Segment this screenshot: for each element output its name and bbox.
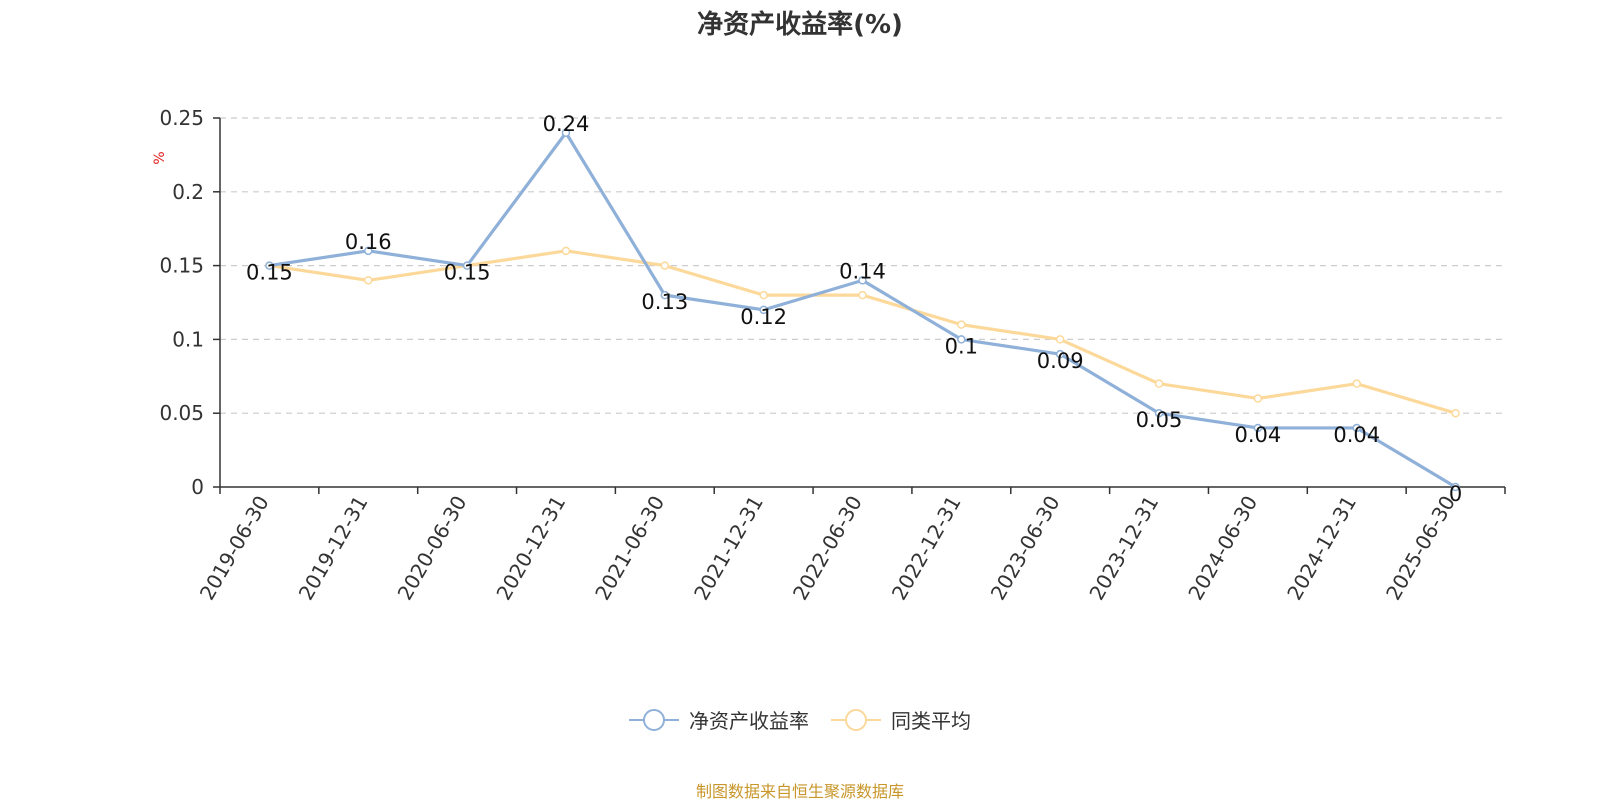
x-tick-label: 2024-06-30 <box>1183 492 1262 605</box>
data-label: 0.14 <box>839 259 886 283</box>
x-tick-label: 2023-12-31 <box>1084 492 1163 605</box>
y-tick-label: 0.2 <box>172 180 204 204</box>
series-point-0 <box>462 261 472 270</box>
series-point-0 <box>1352 423 1361 433</box>
legend: 净资产收益率 同类平均 <box>0 705 1600 734</box>
x-tick-label: 2023-06-30 <box>986 492 1065 605</box>
legend-swatch-roe <box>629 708 679 732</box>
data-label: 0.16 <box>345 230 392 254</box>
series-point-1 <box>858 290 867 300</box>
series-point-1 <box>1253 394 1263 403</box>
series-point-1 <box>561 246 571 256</box>
data-source-note: 制图数据来自恒生聚源数据库 <box>695 782 904 801</box>
series-point-1 <box>1154 379 1164 388</box>
data-label: 0.15 <box>246 261 293 285</box>
x-tick-label: 2024-12-31 <box>1282 492 1361 605</box>
data-label: 0.1 <box>945 334 978 358</box>
series-point-0 <box>660 290 670 300</box>
series-point-1 <box>1055 335 1065 344</box>
data-label: 0.05 <box>1136 408 1183 432</box>
series-point-0 <box>1253 423 1263 433</box>
x-tick-label: 2021-06-30 <box>590 492 669 605</box>
data-label: 0.09 <box>1037 349 1084 373</box>
x-tick-label: 2019-12-31 <box>294 492 373 605</box>
y-tick-label: 0.25 <box>159 106 204 130</box>
series-point-0 <box>1055 349 1065 359</box>
series-point-1 <box>957 320 966 329</box>
x-tick-label: 2025-06-30 <box>1381 492 1460 605</box>
x-tick-label: 2020-06-30 <box>393 491 472 604</box>
data-label: 0 <box>1449 482 1462 506</box>
series-point-0 <box>858 276 867 285</box>
x-tick-label: 2021-12-31 <box>689 492 768 605</box>
series-point-0 <box>561 128 571 138</box>
data-label: 0.04 <box>1333 423 1380 447</box>
series-point-1 <box>759 290 768 300</box>
y-tick-label: 0.05 <box>159 401 204 425</box>
y-tick-label: 0 <box>191 475 204 499</box>
x-tick-label: 2022-12-31 <box>887 492 966 605</box>
series-point-0 <box>1451 482 1460 492</box>
data-label: 0.13 <box>641 290 688 314</box>
legend-swatch-peer-average <box>831 708 881 732</box>
data-label: 0.24 <box>543 112 590 136</box>
x-tick-label: 2020-12-31 <box>491 492 570 605</box>
y-tick-label: 0.15 <box>159 254 204 278</box>
y-axis-unit: % <box>152 151 168 164</box>
data-label: 0.12 <box>740 305 787 329</box>
legend-label-roe: 净资产收益率 <box>689 709 809 733</box>
series-point-1 <box>364 276 373 285</box>
data-label: 0.15 <box>444 261 491 285</box>
series-point-1 <box>660 261 670 270</box>
series-point-0 <box>759 305 768 315</box>
series-point-0 <box>265 261 274 270</box>
legend-item-peer-average[interactable]: 同类平均 <box>831 705 971 734</box>
x-tick-label: 2022-06-30 <box>788 492 867 605</box>
chart-title: 净资产收益率(%) <box>697 10 903 40</box>
series-point-1 <box>1451 408 1460 418</box>
x-tick-label: 2019-06-30 <box>195 492 274 605</box>
series-point-1 <box>1352 379 1361 388</box>
series-point-0 <box>364 246 373 256</box>
legend-item-roe[interactable]: 净资产收益率 <box>629 705 809 734</box>
series-point-0 <box>957 335 966 344</box>
legend-label-peer-average: 同类平均 <box>891 709 971 733</box>
data-label: 0.04 <box>1235 423 1282 447</box>
series-point-0 <box>1154 408 1164 418</box>
y-tick-label: 0.1 <box>172 327 204 351</box>
